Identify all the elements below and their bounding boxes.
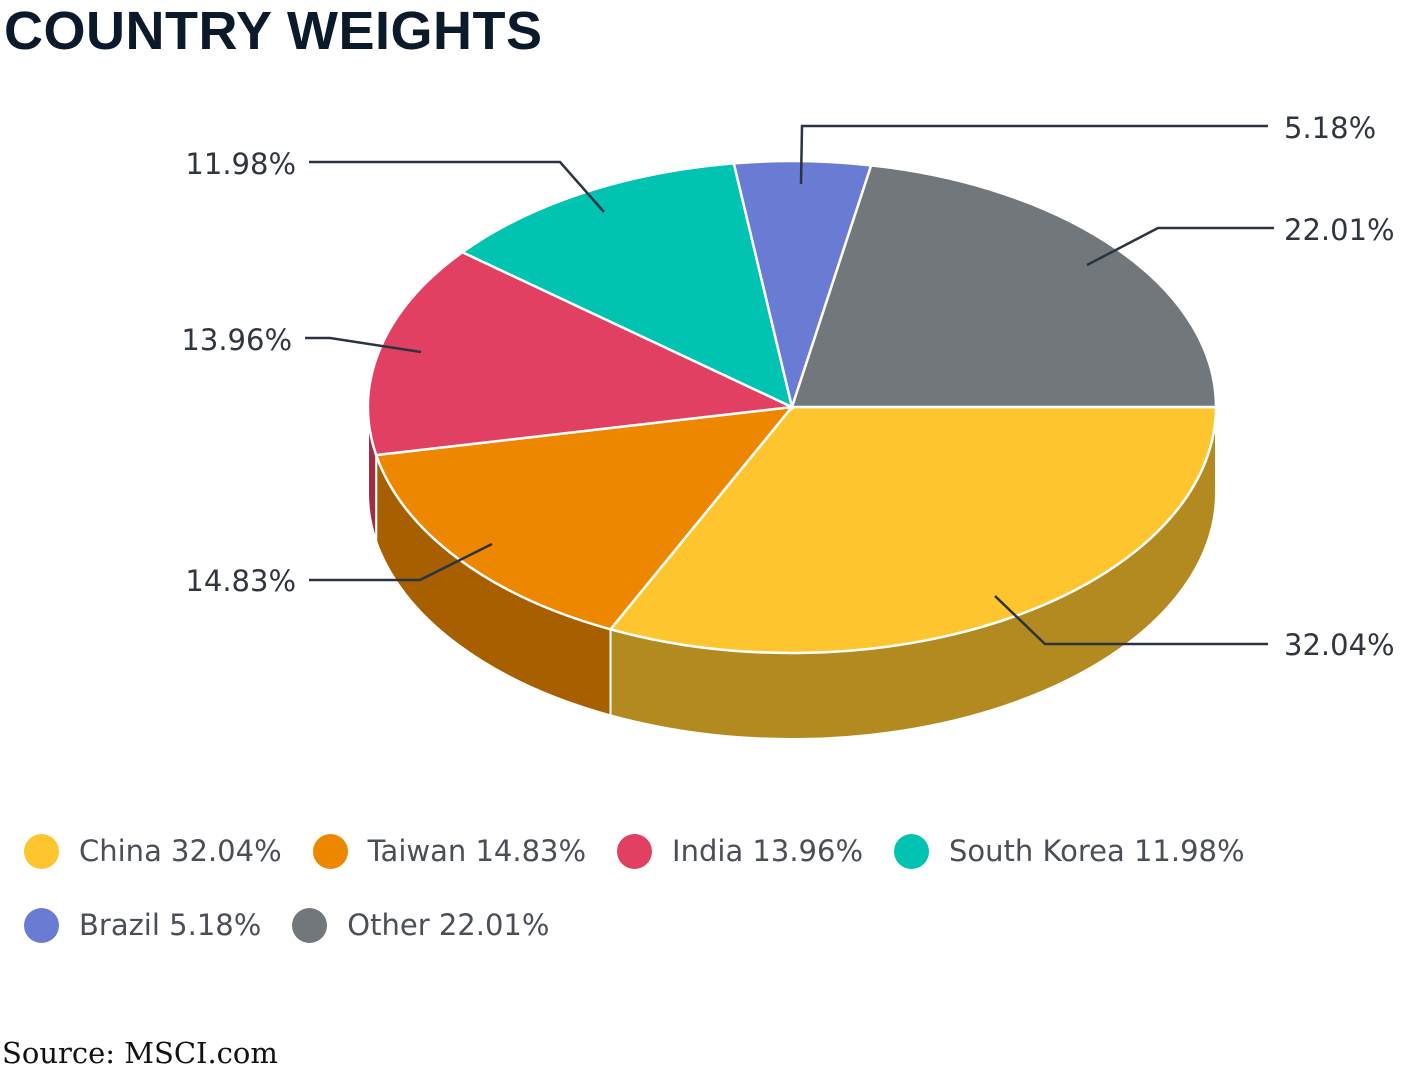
legend-row-2: Brazil 5.18% Other 22.01% xyxy=(24,900,1384,950)
legend-label-china: China 32.04% xyxy=(79,834,282,868)
legend-swatch-taiwan xyxy=(312,833,348,869)
legend-swatch-south-korea xyxy=(894,833,930,869)
leader-line-taiwan xyxy=(309,542,493,582)
data-label-taiwan: 14.83% xyxy=(185,564,296,598)
legend-item-other[interactable]: Other 22.01% xyxy=(292,907,550,943)
leader-line-other xyxy=(1086,226,1274,267)
pie-slice-india[interactable] xyxy=(366,250,797,457)
legend-swatch-brazil xyxy=(24,907,59,943)
leader-lines xyxy=(305,124,1274,646)
legend-item-taiwan[interactable]: Taiwan 14.83% xyxy=(312,833,587,869)
pie-slice-other[interactable] xyxy=(790,163,1218,409)
data-label-other: 22.01% xyxy=(1284,213,1395,247)
legend-item-china[interactable]: China 32.04% xyxy=(24,833,282,869)
leader-line-china xyxy=(994,595,1268,646)
data-labels: 32.04% 14.83% 13.96% 11.98% 5.18% 22.01% xyxy=(181,111,1394,662)
pie-slice-taiwan[interactable] xyxy=(374,405,795,631)
data-label-india: 13.96% xyxy=(181,323,292,357)
legend-row-1: China 32.04% Taiwan 14.83% India 13.96% … xyxy=(24,826,1384,876)
pie-slice-south-korea[interactable] xyxy=(459,161,794,410)
pie-slices xyxy=(366,159,1218,655)
legend: China 32.04% Taiwan 14.83% India 13.96% … xyxy=(24,826,1384,974)
pie-chart: 32.04% 14.83% 13.96% 11.98% 5.18% 22.01% xyxy=(181,111,1395,740)
leader-line-india xyxy=(305,336,422,354)
legend-label-other: Other 22.01% xyxy=(347,908,550,942)
data-label-south-korea: 11.98% xyxy=(185,147,296,181)
legend-label-india: India 13.96% xyxy=(672,834,864,868)
leader-line-south-korea xyxy=(309,160,605,213)
legend-swatch-china xyxy=(24,833,59,869)
source-note: Source: MSCI.com xyxy=(2,1036,278,1070)
chart-title: COUNTRY WEIGHTS xyxy=(4,1,543,61)
data-label-china: 32.04% xyxy=(1284,628,1395,662)
legend-label-brazil: Brazil 5.18% xyxy=(79,908,262,942)
legend-label-south-korea: South Korea 11.98% xyxy=(949,834,1245,868)
legend-swatch-other xyxy=(292,907,328,943)
legend-item-brazil[interactable]: Brazil 5.18% xyxy=(24,907,262,943)
legend-swatch-india xyxy=(617,833,653,869)
pie-slice-brazil[interactable] xyxy=(732,159,873,412)
pie-slice-china[interactable] xyxy=(608,405,1218,655)
data-label-brazil: 5.18% xyxy=(1284,111,1376,145)
legend-label-taiwan: Taiwan 14.83% xyxy=(367,834,587,868)
leader-line-brazil xyxy=(799,124,1268,185)
legend-item-south-korea[interactable]: South Korea 11.98% xyxy=(894,833,1245,869)
legend-item-india[interactable]: India 13.96% xyxy=(617,833,864,869)
